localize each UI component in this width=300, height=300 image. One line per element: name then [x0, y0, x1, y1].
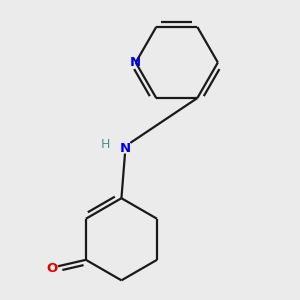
- Text: H: H: [101, 138, 110, 151]
- Text: N: N: [119, 142, 130, 155]
- Text: N: N: [130, 56, 141, 69]
- Text: O: O: [46, 262, 57, 275]
